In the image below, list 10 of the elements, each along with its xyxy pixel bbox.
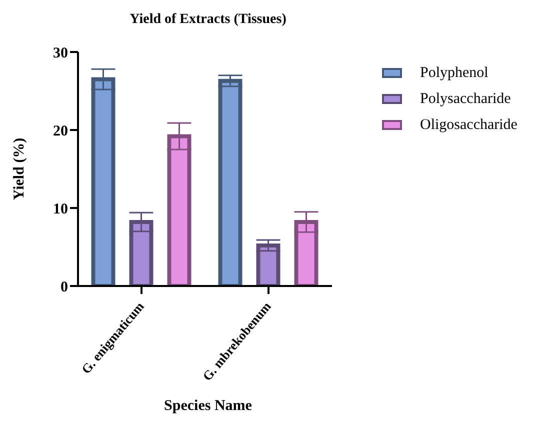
- legend-label: Polyphenol: [420, 64, 488, 83]
- y-tick-label: 0: [60, 279, 68, 296]
- chart-title: Yield of Extracts (Tissues): [128, 12, 288, 28]
- y-tick-label: 10: [53, 201, 68, 218]
- y-axis-title: Yield (%): [11, 138, 28, 200]
- legend-label: Polysaccharide: [420, 90, 511, 109]
- legend-label: Oligosaccharide: [420, 116, 518, 135]
- x-axis-title: Species Name: [163, 398, 253, 415]
- y-tick-label: 20: [53, 123, 68, 140]
- y-tick-label: 30: [53, 45, 68, 62]
